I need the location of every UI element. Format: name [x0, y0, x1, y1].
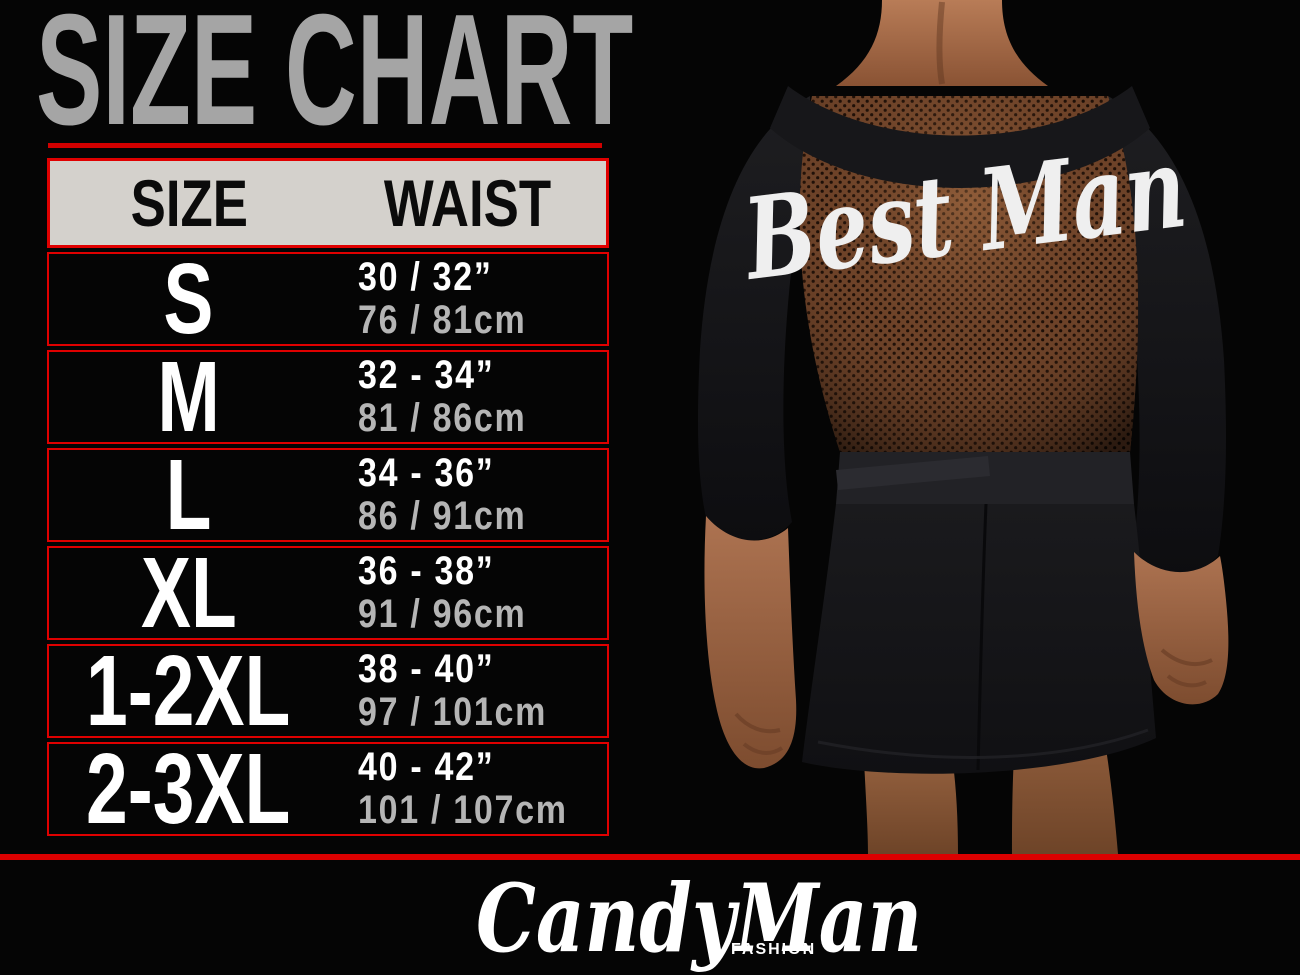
column-header-size-label: SIZE — [130, 166, 248, 240]
waist-cell: 30 / 32” 76 / 81cm — [328, 254, 607, 344]
mesh-back-shading — [799, 96, 1139, 452]
waist-cell: 32 - 34” 81 / 86cm — [328, 352, 607, 442]
model-neck-shadow — [936, 1, 945, 85]
waist-inches: 34 - 36” — [358, 451, 495, 495]
waist-cell: 38 - 40” 97 / 101cm — [328, 646, 607, 736]
model-hand-right-lines — [1160, 648, 1213, 688]
title-underline — [48, 143, 602, 148]
robe-belt-fold — [836, 456, 990, 490]
waist-inches: 32 - 34” — [358, 353, 495, 397]
column-header-waist: WAIST — [328, 170, 606, 236]
size-cell: XL — [49, 543, 328, 643]
waist-cm: 97 / 101cm — [358, 690, 548, 734]
size-cell: 1-2XL — [49, 641, 328, 741]
model-forearm-right — [1134, 552, 1229, 705]
waist-inches: 36 - 38” — [358, 549, 495, 593]
size-table: SIZE WAIST S 30 / 32” 76 / 81cm M 32 - 3… — [47, 158, 609, 839]
size-cell: M — [49, 347, 328, 447]
waist-cm: 91 / 96cm — [358, 592, 527, 636]
size-value: L — [165, 439, 212, 551]
waist-cm: 76 / 81cm — [358, 298, 527, 342]
waist-cell: 36 - 38” 91 / 96cm — [328, 548, 607, 638]
size-cell: S — [49, 249, 328, 349]
waist-cell: 34 - 36” 86 / 91cm — [328, 450, 607, 540]
waist-cm: 81 / 86cm — [358, 396, 527, 440]
waist-cm: 101 / 107cm — [358, 788, 568, 832]
model-leg-left — [864, 756, 958, 854]
column-header-waist-label: WAIST — [383, 166, 551, 240]
robe-skirt — [802, 504, 1156, 774]
size-value: S — [163, 243, 214, 355]
size-value: 1-2XL — [86, 635, 291, 747]
waist-inches: 38 - 40” — [358, 647, 495, 691]
waist-inches: 40 - 42” — [358, 745, 495, 789]
table-row: S 30 / 32” 76 / 81cm — [47, 249, 609, 349]
model-forearm-left — [704, 516, 797, 769]
robe-sleeve-left — [698, 96, 812, 541]
model-neck — [836, 0, 1048, 86]
brand-sub-label: FASHION — [731, 941, 817, 958]
column-header-size: SIZE — [50, 170, 328, 236]
robe-sleeve-right — [1108, 96, 1226, 577]
robe-skirt-seam — [976, 503, 988, 771]
size-value: 2-3XL — [86, 733, 291, 845]
table-row: M 32 - 34” 81 / 86cm — [47, 347, 609, 447]
table-row: 2-3XL 40 - 42” 101 / 107cm — [47, 739, 609, 839]
brand-logo: CandyMan — [476, 864, 923, 974]
model-hand-left-lines — [734, 712, 784, 755]
table-row: L 34 - 36” 86 / 91cm — [47, 445, 609, 545]
table-row: 1-2XL 38 - 40” 97 / 101cm — [47, 641, 609, 741]
bottom-divider — [0, 854, 1300, 860]
robe-skirt-hem — [817, 728, 1149, 759]
waist-inches: 30 / 32” — [358, 255, 493, 299]
table-row: XL 36 - 38” 91 / 96cm — [47, 543, 609, 643]
size-value: M — [157, 341, 220, 453]
waist-cell: 40 - 42” 101 / 107cm — [328, 744, 607, 834]
size-cell: 2-3XL — [49, 739, 328, 839]
page-title: SIZE CHART — [36, 0, 634, 158]
product-photo: Best Man — [698, 0, 1229, 854]
size-value: XL — [140, 537, 237, 649]
robe-collar — [770, 86, 1150, 188]
waist-cm: 86 / 91cm — [358, 494, 527, 538]
size-cell: L — [49, 445, 328, 545]
table-header: SIZE WAIST — [47, 158, 609, 248]
